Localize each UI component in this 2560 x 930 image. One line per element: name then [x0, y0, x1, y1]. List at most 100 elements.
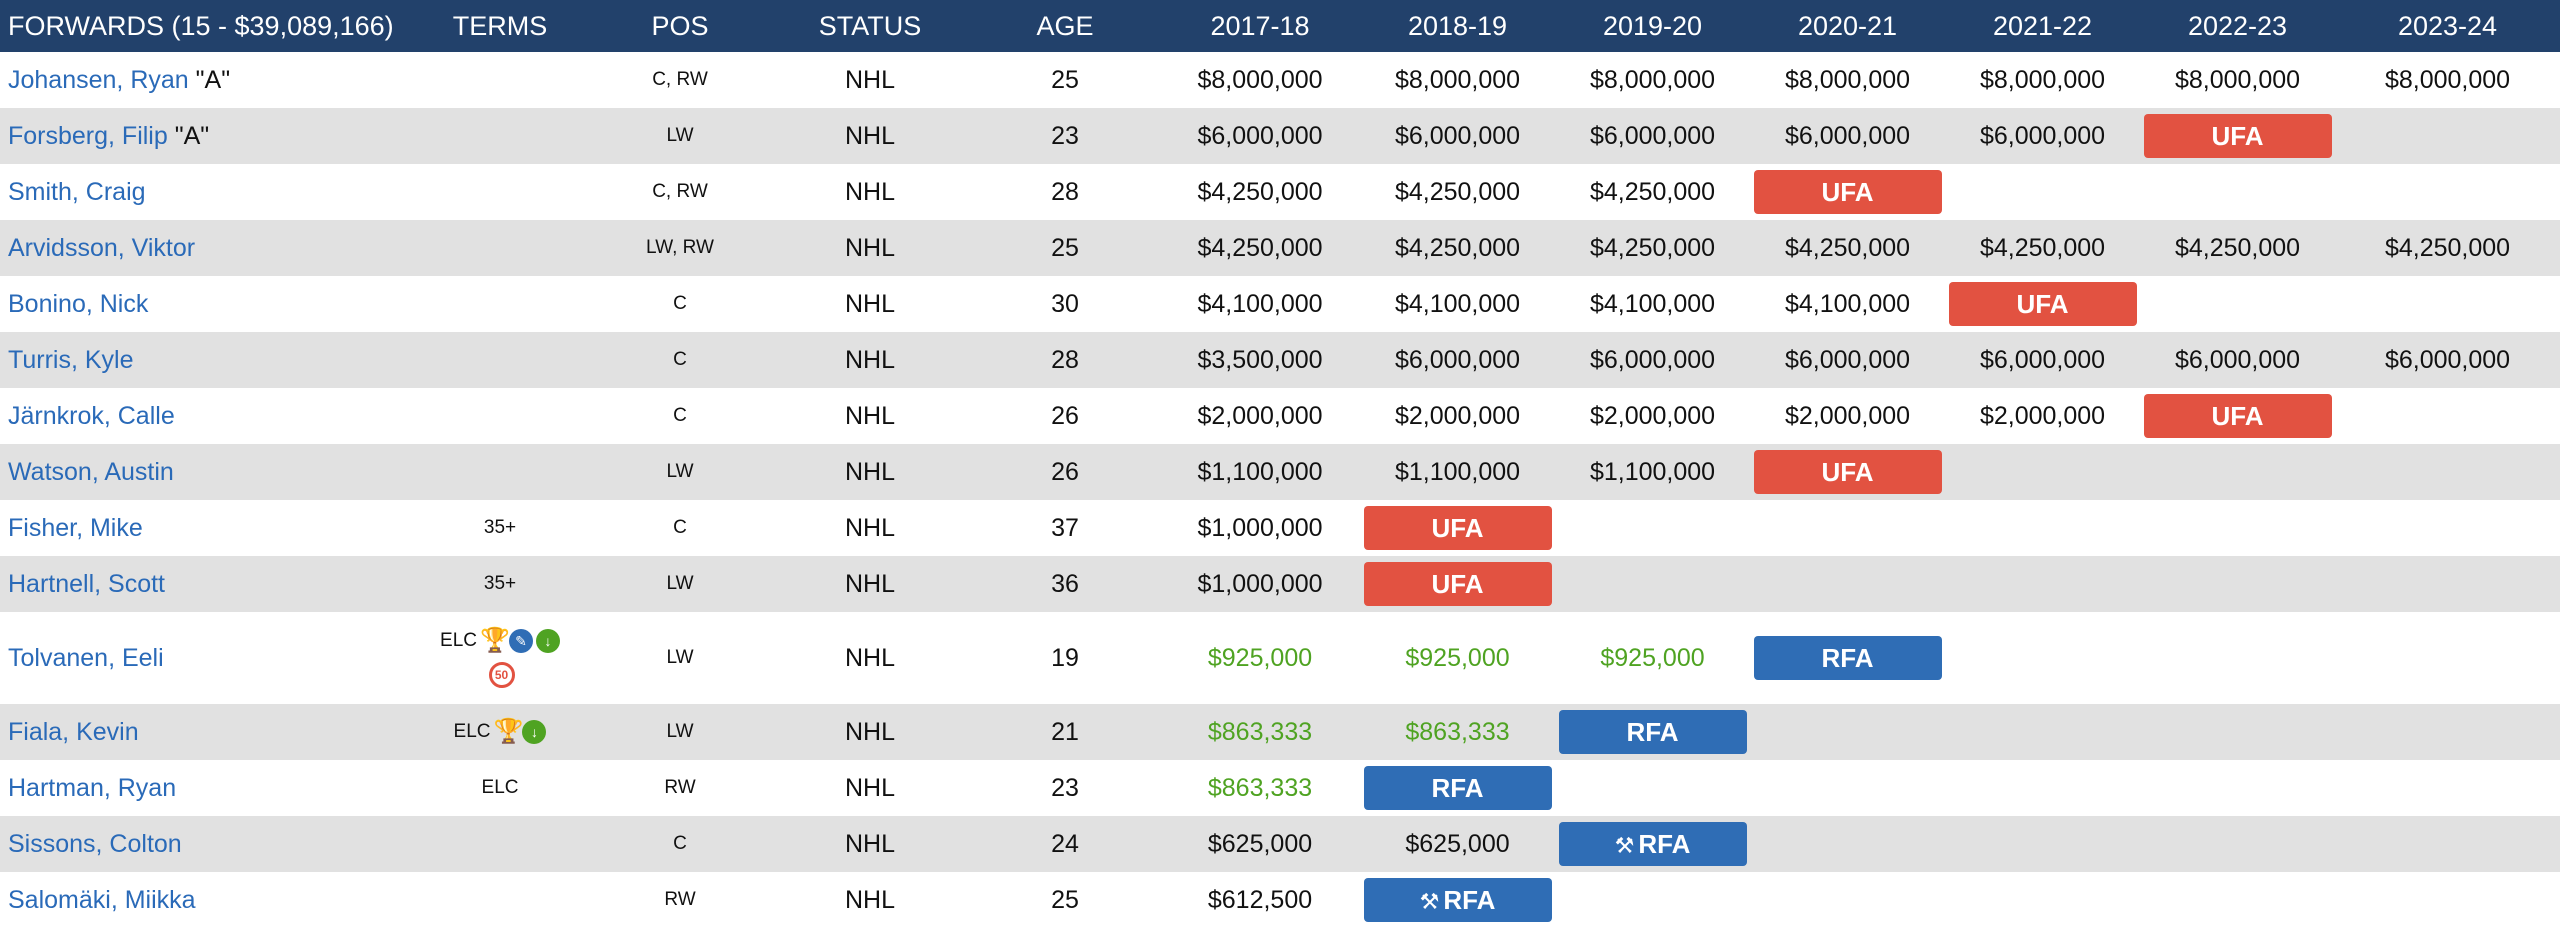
rfa-badge[interactable]: RFA — [1363, 766, 1552, 810]
season-cell: $4,100,000 — [1160, 276, 1360, 332]
ufa-badge[interactable]: UFA — [1363, 562, 1552, 606]
season-cell: $8,000,000 — [1160, 52, 1360, 108]
age-cell: 25 — [1051, 233, 1079, 262]
position-cell: LW — [666, 721, 694, 742]
player-link[interactable]: Hartnell, Scott — [8, 569, 166, 598]
ufa-badge[interactable]: UFA — [1753, 450, 1942, 494]
header-season-2017-18[interactable]: 2017-18 — [1210, 10, 1310, 41]
table-row: Smith, Craig C, RW NHL 28 $4,250,000 $4,250,0… — [0, 164, 2560, 220]
age-cell: 25 — [1051, 885, 1079, 914]
terms-cell: ELC — [410, 760, 590, 816]
season-cell — [1555, 872, 1750, 928]
season-cell — [2140, 500, 2335, 556]
ufa-badge[interactable]: UFA — [2143, 394, 2332, 438]
season-cell: $8,000,000 — [2140, 52, 2335, 108]
table-row: Fiala, Kevin ELC 🏆 ↓ LW NHL 21 $863,333 $863,333… — [0, 704, 2560, 760]
ufa-badge[interactable]: UFA — [1363, 506, 1552, 550]
status-cell: NHL — [844, 345, 895, 374]
header-season-2021-22[interactable]: 2021-22 — [1992, 10, 2093, 41]
season-cell: $6,000,000 — [1160, 108, 1360, 164]
download-icon[interactable]: ↓ — [535, 628, 560, 653]
badge-label: UFA — [2211, 121, 2264, 151]
age-cell: 21 — [1051, 717, 1079, 746]
ufa-badge[interactable]: UFA — [1948, 282, 2137, 326]
terms-cell: ELC 🏆 ↓ — [410, 704, 590, 760]
header-terms[interactable]: TERMS — [452, 10, 548, 41]
cap-hit-amount: $4,250,000 — [1394, 233, 1521, 262]
player-link[interactable]: Turris, Kyle — [8, 345, 134, 374]
player-link[interactable]: Fiala, Kevin — [8, 717, 139, 746]
cap-hit-amount: $4,250,000 — [2174, 233, 2301, 262]
rfa-badge[interactable]: RFA — [1753, 636, 1942, 680]
player-link[interactable]: Hartman, Ryan — [8, 773, 177, 802]
season-cell: $4,250,000 — [1160, 220, 1360, 276]
season-cell — [2335, 816, 2560, 872]
season-cell — [1555, 760, 1750, 816]
header-season-2019-20[interactable]: 2019-20 — [1602, 10, 1703, 41]
player-name-cell: Hartnell, Scott — [0, 556, 410, 612]
season-cell: UFA — [2140, 108, 2335, 164]
status-cell: NHL — [844, 289, 895, 318]
player-name-cell: Watson, Austin — [0, 444, 410, 500]
player-link[interactable]: Arvidsson, Viktor — [8, 233, 196, 262]
ufa-badge[interactable]: UFA — [1753, 170, 1942, 214]
terms-cell — [410, 164, 590, 220]
cap-hit-amount: $625,000 — [1207, 829, 1313, 858]
season-cell: $863,333 — [1160, 760, 1360, 816]
table-row: Hartnell, Scott 35+ LW NHL 36 $1,000,000 UFA — [0, 556, 2560, 612]
player-link[interactable]: Smith, Craig — [8, 177, 146, 206]
ufa-badge[interactable]: UFA — [2143, 114, 2332, 158]
cap-hit-amount: $6,000,000 — [1979, 345, 2106, 374]
badge-label: RFA — [1443, 885, 1496, 915]
header-status[interactable]: STATUS — [818, 10, 922, 41]
player-link[interactable]: Forsberg, Filip — [8, 121, 168, 150]
terms-content: ELC 🏆 ↓ — [454, 715, 547, 749]
status-cell: NHL — [844, 643, 895, 672]
player-link[interactable]: Järnkrok, Calle — [8, 401, 175, 430]
player-link[interactable]: Salomäki, Miikka — [8, 885, 196, 914]
trophy-icon[interactable]: 🏆 — [479, 626, 510, 654]
header-season-2023-24[interactable]: 2023-24 — [2397, 10, 2498, 41]
pencil-icon[interactable]: ✎ — [508, 628, 533, 653]
50-icon[interactable]: 50 — [488, 661, 515, 688]
status-cell: NHL — [844, 233, 895, 262]
age-cell: 25 — [1051, 65, 1079, 94]
season-cell — [2335, 108, 2560, 164]
season-cell: $4,250,000 — [1555, 220, 1750, 276]
position-cell: LW — [666, 125, 694, 146]
terms-cell: ELC 🏆 ✎ ↓ 50 — [410, 612, 590, 704]
rfa-badge[interactable]: ⚒ RFA — [1363, 878, 1552, 922]
season-cell — [1945, 760, 2140, 816]
status-cell: NHL — [844, 457, 895, 486]
header-season-2020-21[interactable]: 2020-21 — [1797, 10, 1898, 41]
season-cell: UFA — [1360, 556, 1555, 612]
cap-hit-amount: $4,100,000 — [1394, 289, 1521, 318]
cap-hit-amount: $3,500,000 — [1197, 345, 1323, 374]
season-cell — [2140, 276, 2335, 332]
header-season-2018-19[interactable]: 2018-19 — [1407, 10, 1508, 41]
season-cell — [2335, 612, 2560, 704]
trophy-icon[interactable]: 🏆 — [493, 717, 524, 745]
gavel-icon: ⚒ — [1614, 833, 1635, 858]
header-pos[interactable]: POS — [651, 10, 709, 41]
player-link[interactable]: Tolvanen, Eeli — [8, 643, 164, 672]
download-icon[interactable]: ↓ — [522, 719, 547, 744]
position-cell: C, RW — [652, 69, 708, 90]
cap-hit-amount: $4,250,000 — [1197, 233, 1323, 262]
season-cell: $3,500,000 — [1160, 332, 1360, 388]
position-cell: C, RW — [652, 181, 708, 202]
rfa-badge[interactable]: RFA — [1558, 710, 1747, 754]
rfa-badge[interactable]: ⚒ RFA — [1558, 822, 1747, 866]
player-link[interactable]: Fisher, Mike — [8, 513, 143, 542]
player-link[interactable]: Watson, Austin — [8, 457, 174, 486]
cap-hit-amount: $6,000,000 — [2384, 345, 2511, 374]
header-season-2022-23[interactable]: 2022-23 — [2187, 10, 2288, 41]
player-link[interactable]: Johansen, Ryan — [8, 65, 189, 94]
badge-label: UFA — [2016, 289, 2069, 319]
season-cell — [1750, 816, 1945, 872]
player-link[interactable]: Sissons, Colton — [8, 829, 182, 858]
terms-cell — [410, 872, 590, 928]
header-age[interactable]: AGE — [1036, 10, 1094, 41]
season-cell: $4,100,000 — [1555, 276, 1750, 332]
player-link[interactable]: Bonino, Nick — [8, 289, 149, 318]
